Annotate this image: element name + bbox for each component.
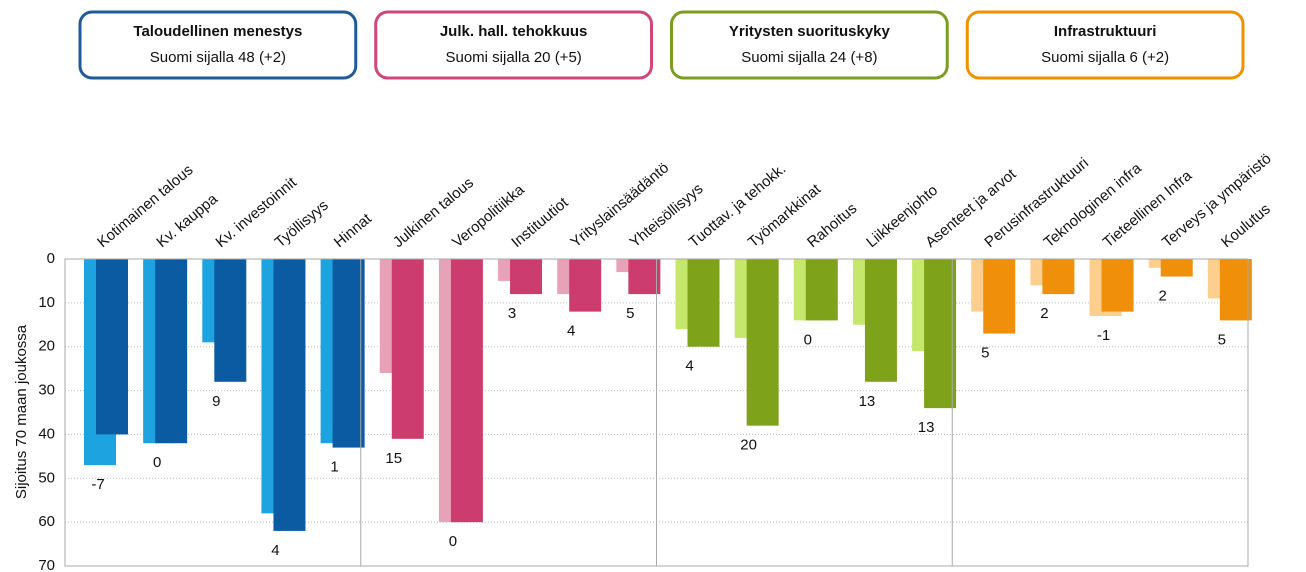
bar xyxy=(628,259,661,295)
bar xyxy=(155,259,188,444)
change-label: 0 xyxy=(153,454,161,471)
change-label: 15 xyxy=(385,450,402,467)
bar xyxy=(983,259,1016,334)
change-label: 2 xyxy=(1040,305,1048,322)
change-label: 1 xyxy=(330,459,338,476)
x-tick-label: Koulutus xyxy=(1218,201,1274,252)
group-subtitle: Suomi sijalla 48 (+2) xyxy=(150,49,286,66)
y-axis-label: Sijoitus 70 maan joukossa xyxy=(13,324,30,499)
bar xyxy=(1042,259,1075,295)
change-label: 9 xyxy=(212,393,220,410)
group-subtitle: Suomi sijalla 6 (+2) xyxy=(1041,49,1169,66)
bar xyxy=(687,259,720,347)
group-title: Taloudellinen menestys xyxy=(133,23,302,40)
bar xyxy=(1219,259,1252,321)
change-label: 4 xyxy=(567,323,575,340)
change-label: 13 xyxy=(918,419,935,436)
x-tick-label: Hinnat xyxy=(331,210,376,251)
group-box xyxy=(965,10,1245,80)
bar xyxy=(924,259,957,409)
group-title: Yritysten suorituskyky xyxy=(729,23,891,40)
x-tick-label: Rahoitus xyxy=(804,200,860,251)
y-tick-label: 30 xyxy=(38,382,55,399)
change-label: 13 xyxy=(859,393,876,410)
bar xyxy=(805,259,838,321)
y-tick-label: 60 xyxy=(38,513,55,530)
group-subtitle: Suomi sijalla 20 (+5) xyxy=(445,49,581,66)
bar xyxy=(391,259,424,439)
bar xyxy=(332,259,365,448)
group-box xyxy=(78,10,358,80)
y-tick-label: 20 xyxy=(38,338,55,355)
x-tick-label: Perusinfrastruktuuri xyxy=(981,154,1092,251)
y-tick-label: 70 xyxy=(38,557,55,572)
x-tick-label: Terveys ja ympäristö xyxy=(1159,150,1275,251)
change-label: 3 xyxy=(508,305,516,322)
group-subtitle: Suomi sijalla 24 (+8) xyxy=(741,49,877,66)
y-tick-label: 0 xyxy=(47,250,55,267)
group-title: Julk. hall. tehokkuus xyxy=(440,23,588,40)
change-label: 4 xyxy=(685,358,693,375)
change-label: -1 xyxy=(1097,327,1110,344)
bar xyxy=(450,259,483,523)
bar xyxy=(273,259,306,531)
change-label: 4 xyxy=(271,542,279,559)
change-label: 5 xyxy=(981,345,989,362)
change-label: 5 xyxy=(626,305,634,322)
group-box xyxy=(374,10,653,80)
plot-frame xyxy=(64,258,1249,567)
bar xyxy=(569,259,602,312)
x-tick-label: Teknologinen infra xyxy=(1041,159,1146,251)
bar xyxy=(746,259,779,426)
bar xyxy=(1101,259,1134,312)
x-tick-label: Tuottav. ja tehokk. xyxy=(686,160,790,251)
y-tick-label: 40 xyxy=(38,425,55,442)
change-label: 0 xyxy=(804,331,812,348)
change-label: -7 xyxy=(91,476,104,493)
change-label: 20 xyxy=(740,437,757,454)
x-tick-label: Työllisyys xyxy=(272,197,332,251)
change-label: 0 xyxy=(449,533,457,550)
y-tick-label: 10 xyxy=(38,294,55,311)
x-tick-label: Kotimainen talous xyxy=(94,161,196,251)
y-tick-label: 50 xyxy=(38,469,55,486)
change-label: 2 xyxy=(1159,288,1167,305)
group-box xyxy=(670,10,949,80)
bar xyxy=(1160,259,1193,277)
change-label: 5 xyxy=(1218,331,1226,348)
bar xyxy=(510,259,543,295)
x-tick-label: Yrityslainsäädäntö xyxy=(567,159,672,251)
bar xyxy=(214,259,247,382)
group-title: Infrastruktuuri xyxy=(1054,23,1157,40)
bar xyxy=(96,259,128,435)
bar xyxy=(864,259,897,382)
